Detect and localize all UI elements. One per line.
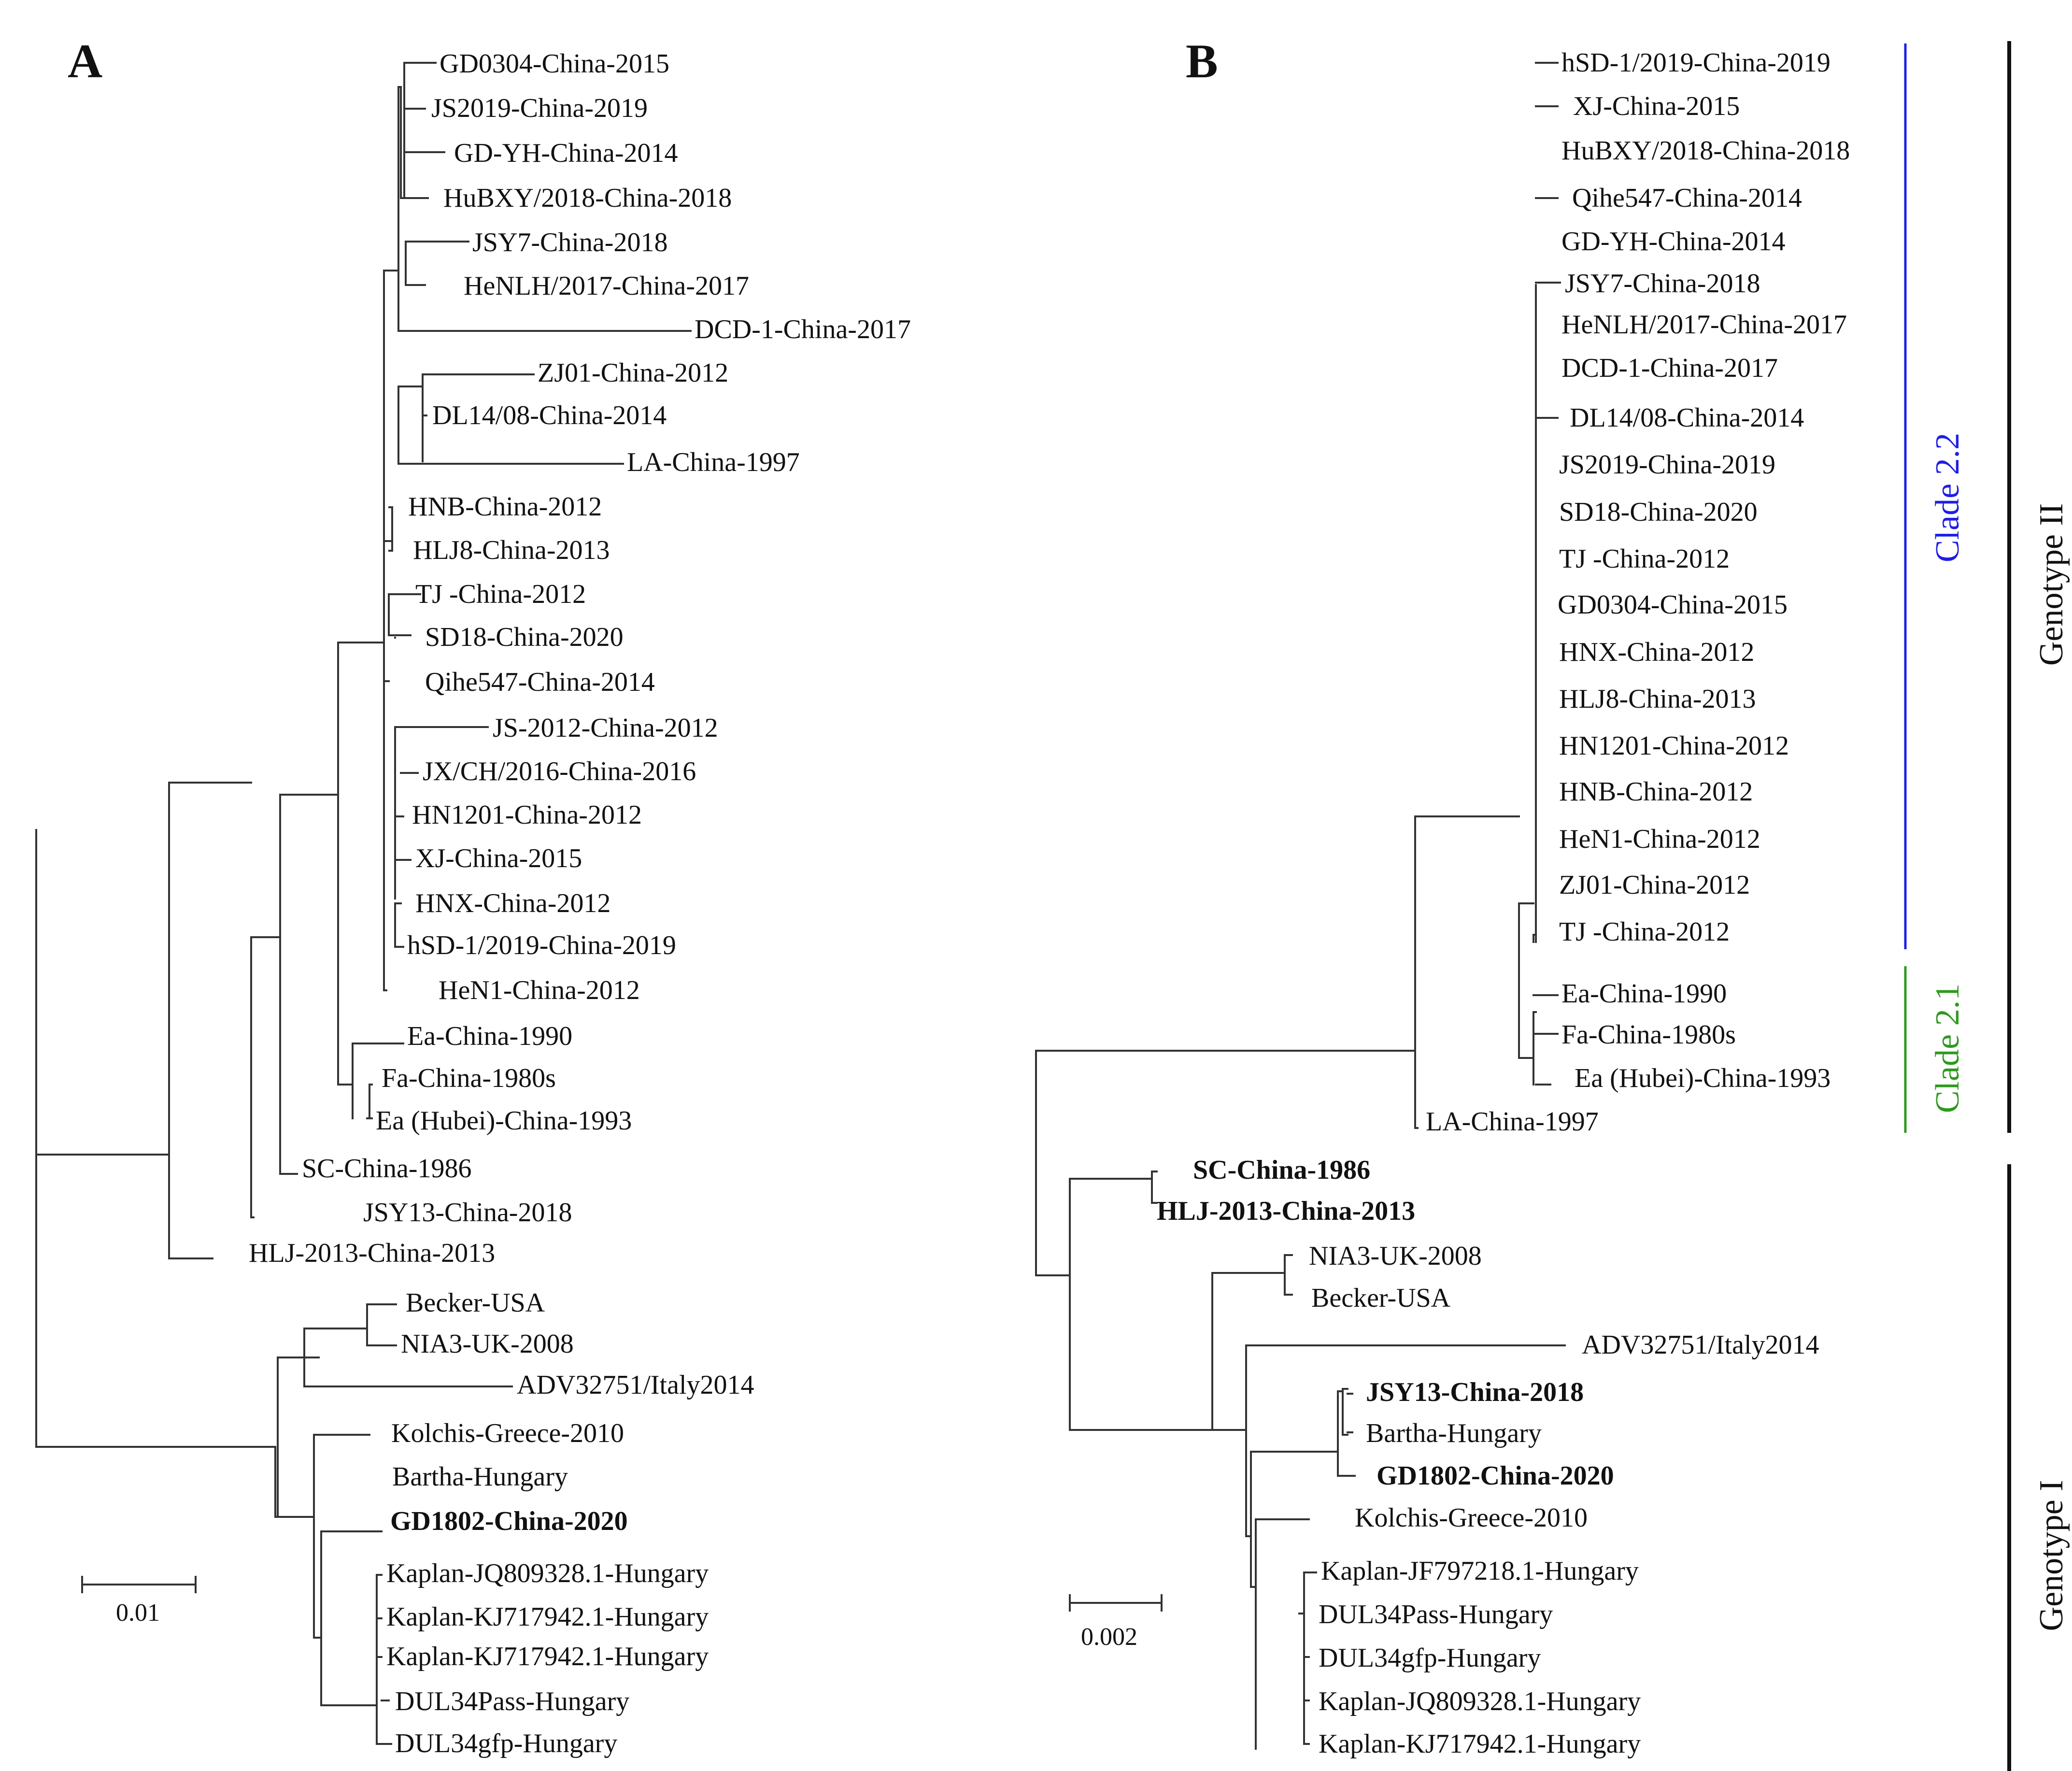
panel-b-tree-branches: [1035, 62, 1566, 1750]
taxon-label: Fa-China-1980s: [382, 1063, 556, 1093]
taxon-label: Becker-USA: [1311, 1283, 1451, 1313]
taxon-label: Qihe547-China-2014: [425, 667, 655, 697]
taxon-label: Ea (Hubei)-China-1993: [376, 1106, 632, 1136]
taxon-label: DUL34gfp-Hungary: [1319, 1643, 1541, 1673]
taxon-label: JSY7-China-2018: [1565, 269, 1760, 299]
taxon-label: NIA3-UK-2008: [1309, 1241, 1482, 1271]
taxon-label: SD18-China-2020: [425, 622, 624, 652]
taxon-label: NIA3-UK-2008: [401, 1329, 574, 1359]
taxon-label: Kolchis-Greece-2010: [391, 1418, 624, 1448]
taxon-label: Kaplan-JQ809328.1-Hungary: [386, 1558, 709, 1588]
taxon-label: Kaplan-KJ717942.1-Hungary: [386, 1602, 709, 1632]
taxon-label: ZJ01-China-2012: [538, 358, 728, 388]
taxon-label: TJ -China-2012: [1559, 917, 1730, 947]
taxon-label: JS-2012-China-2012: [493, 713, 718, 743]
taxon-label: GD0304-China-2015: [440, 49, 669, 79]
clade-2-2-label: Clade 2.2: [1929, 433, 1966, 562]
taxon-label: DL14/08-China-2014: [1570, 403, 1804, 433]
scale-bar-label: 0.002: [1081, 1623, 1137, 1651]
taxon-label: HuBXY/2018-China-2018: [1561, 136, 1850, 166]
panel-a-letter: A: [68, 34, 102, 88]
taxon-label: JSY13-China-2018: [1366, 1377, 1584, 1407]
panel-a: A: [35, 34, 911, 1758]
panel-b: B hSD-1/2: [1035, 34, 2070, 1771]
taxon-label: HN1201-China-2012: [412, 800, 642, 830]
taxon-label: SC-China-1986: [302, 1154, 472, 1184]
panel-a-taxon-labels: GD0304-China-2015 JS2019-China-2019 GD-Y…: [249, 49, 911, 1758]
taxon-label: DUL34Pass-Hungary: [395, 1686, 629, 1716]
taxon-label: Kaplan-JQ809328.1-Hungary: [1319, 1686, 1641, 1716]
taxon-label: HeN1-China-2012: [1559, 824, 1760, 854]
taxon-label: HeNLH/2017-China-2017: [1561, 310, 1847, 340]
genotype-2-label: Genotype II: [2033, 503, 2070, 666]
taxon-label: JSY7-China-2018: [472, 228, 667, 257]
taxon-label: GD-YH-China-2014: [1561, 227, 1785, 257]
taxon-label: HLJ-2013-China-2013: [1157, 1196, 1415, 1226]
taxon-label: DCD-1-China-2017: [695, 314, 911, 344]
taxon-label: Kolchis-Greece-2010: [1355, 1503, 1588, 1533]
taxon-label: TJ -China-2012: [1559, 544, 1730, 574]
taxon-label: Ea-China-1990: [1561, 979, 1727, 1009]
taxon-label: HNB-China-2012: [408, 492, 602, 522]
taxon-label: Fa-China-1980s: [1561, 1020, 1736, 1050]
taxon-label: JSY13-China-2018: [363, 1198, 572, 1228]
taxon-label: DCD-1-China-2017: [1561, 353, 1778, 383]
taxon-label: ADV32751/Italy2014: [517, 1370, 754, 1400]
panel-a-tree-branches: [35, 62, 692, 1745]
panel-b-scale-bar: 0.002: [1069, 1594, 1163, 1651]
taxon-label: XJ-China-2015: [415, 843, 582, 873]
panel-a-scale-bar: 0.01: [81, 1576, 197, 1627]
taxon-label: Bartha-Hungary: [1366, 1418, 1542, 1448]
taxon-label: HLJ8-China-2013: [413, 535, 610, 565]
taxon-label: ZJ01-China-2012: [1559, 870, 1750, 900]
taxon-label: LA-China-1997: [1426, 1107, 1599, 1137]
taxon-label: HuBXY/2018-China-2018: [443, 183, 732, 213]
taxon-label: HLJ8-China-2013: [1559, 684, 1756, 714]
taxon-label: Ea (Hubei)-China-1993: [1575, 1063, 1831, 1093]
taxon-label: HNX-China-2012: [415, 888, 610, 918]
genotype-1-label: Genotype I: [2033, 1480, 2070, 1631]
taxon-label: XJ-China-2015: [1573, 91, 1740, 121]
panel-b-genotype-brackets: Genotype II Genotype I: [2007, 41, 2070, 1771]
taxon-label: Kaplan-KJ717942.1-Hungary: [1319, 1729, 1641, 1759]
taxon-label: HLJ-2013-China-2013: [249, 1238, 495, 1268]
taxon-label: Bartha-Hungary: [392, 1462, 568, 1492]
taxon-label: Qihe547-China-2014: [1572, 183, 1802, 213]
taxon-label: GD1802-China-2020: [1377, 1461, 1614, 1491]
taxon-label: SD18-China-2020: [1559, 497, 1758, 527]
taxon-label: GD0304-China-2015: [1558, 590, 1788, 620]
taxon-label: HeNLH/2017-China-2017: [464, 271, 749, 301]
taxon-label: hSD-1/2019-China-2019: [407, 930, 676, 960]
panel-b-letter: B: [1186, 34, 1218, 88]
taxon-label: DL14/08-China-2014: [432, 400, 667, 430]
taxon-label: JX/CH/2016-China-2016: [423, 757, 696, 786]
taxon-label: Ea-China-1990: [407, 1021, 572, 1051]
taxon-label: LA-China-1997: [627, 447, 800, 477]
taxon-label: JS2019-China-2019: [431, 93, 648, 123]
panel-b-taxon-labels: hSD-1/2019-China-2019 XJ-China-2015 HuBX…: [1157, 48, 1850, 1759]
clade-2-1-label: Clade 2.1: [1929, 984, 1966, 1113]
taxon-label: Kaplan-KJ717942.1-Hungary: [386, 1642, 709, 1671]
taxon-label: ADV32751/Italy2014: [1582, 1330, 1819, 1360]
taxon-label: HN1201-China-2012: [1559, 731, 1789, 761]
taxon-label: SC-China-1986: [1193, 1155, 1370, 1185]
taxon-label: hSD-1/2019-China-2019: [1561, 48, 1831, 78]
taxon-label: DUL34Pass-Hungary: [1319, 1600, 1553, 1629]
taxon-label: HNX-China-2012: [1559, 637, 1754, 667]
taxon-label: HeN1-China-2012: [439, 975, 640, 1005]
panel-b-clade-brackets: Clade 2.2 Clade 2.1: [1904, 43, 1966, 1133]
taxon-label: Kaplan-JF797218.1-Hungary: [1321, 1556, 1639, 1586]
taxon-label: GD1802-China-2020: [390, 1506, 628, 1536]
taxon-label: TJ -China-2012: [415, 579, 586, 609]
taxon-label: DUL34gfp-Hungary: [395, 1728, 617, 1758]
taxon-label: HNB-China-2012: [1559, 777, 1753, 807]
scale-bar-label: 0.01: [116, 1599, 160, 1627]
taxon-label: JS2019-China-2019: [1559, 450, 1775, 480]
taxon-label: GD-YH-China-2014: [454, 138, 678, 168]
taxon-label: Becker-USA: [406, 1288, 545, 1318]
